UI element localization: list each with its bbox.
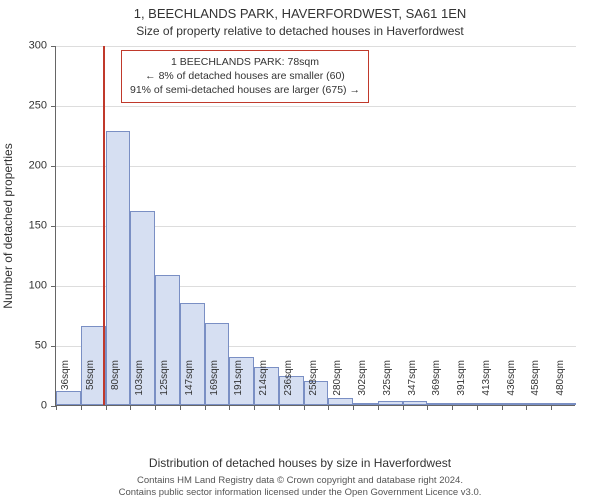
x-tick-label: 302sqm — [357, 360, 368, 410]
y-tick-label: 300 — [7, 41, 47, 52]
x-tick-label: 80sqm — [110, 360, 121, 410]
x-tick-label: 236sqm — [283, 360, 294, 410]
plot-area: 05010015020025030036sqm58sqm80sqm103sqm1… — [55, 46, 575, 406]
x-tick-mark — [452, 405, 453, 410]
x-tick-label: 125sqm — [159, 360, 170, 410]
grid-line — [56, 106, 576, 107]
x-tick-label: 214sqm — [258, 360, 269, 410]
footer-line-1: Contains HM Land Registry data © Crown c… — [0, 475, 600, 486]
x-tick-label: 191sqm — [233, 360, 244, 410]
x-tick-label: 391sqm — [456, 360, 467, 410]
y-tick-label: 0 — [7, 401, 47, 412]
x-tick-mark — [229, 405, 230, 410]
x-tick-mark — [353, 405, 354, 410]
y-tick-mark — [51, 226, 56, 227]
x-tick-mark — [205, 405, 206, 410]
x-tick-mark — [106, 405, 107, 410]
x-tick-label: 436sqm — [506, 360, 517, 410]
x-tick-mark — [180, 405, 181, 410]
y-tick-mark — [51, 346, 56, 347]
y-tick-mark — [51, 106, 56, 107]
x-tick-label: 458sqm — [530, 360, 541, 410]
y-tick-label: 50 — [7, 341, 47, 352]
x-tick-label: 103sqm — [134, 360, 145, 410]
y-tick-label: 200 — [7, 161, 47, 172]
x-tick-label: 480sqm — [555, 360, 566, 410]
y-tick-mark — [51, 286, 56, 287]
x-tick-mark — [81, 405, 82, 410]
y-tick-label: 100 — [7, 281, 47, 292]
x-tick-mark — [130, 405, 131, 410]
x-tick-label: 147sqm — [184, 360, 195, 410]
y-tick-label: 150 — [7, 221, 47, 232]
y-tick-label: 250 — [7, 101, 47, 112]
grid-line — [56, 46, 576, 47]
info-line-1: 1 BEECHLANDS PARK: 78sqm — [130, 55, 360, 69]
marker-line — [103, 46, 105, 405]
x-axis-label: Distribution of detached houses by size … — [0, 456, 600, 470]
info-line-3: 91% of semi-detached houses are larger (… — [130, 83, 360, 97]
x-tick-label: 347sqm — [407, 360, 418, 410]
y-tick-mark — [51, 166, 56, 167]
x-tick-mark — [427, 405, 428, 410]
x-tick-mark — [378, 405, 379, 410]
x-tick-mark — [254, 405, 255, 410]
x-tick-label: 280sqm — [332, 360, 343, 410]
info-line-2: ← 8% of detached houses are smaller (60) — [130, 69, 360, 83]
y-tick-mark — [51, 46, 56, 47]
x-tick-mark — [56, 405, 57, 410]
x-tick-label: 258sqm — [308, 360, 319, 410]
x-tick-mark — [155, 405, 156, 410]
footer-line-2: Contains public sector information licen… — [0, 487, 600, 498]
x-tick-label: 325sqm — [382, 360, 393, 410]
x-tick-label: 413sqm — [481, 360, 492, 410]
x-tick-label: 369sqm — [431, 360, 442, 410]
x-tick-mark — [526, 405, 527, 410]
x-tick-mark — [551, 405, 552, 410]
grid-line — [56, 166, 576, 167]
x-tick-label: 169sqm — [209, 360, 220, 410]
marker-info-box: 1 BEECHLANDS PARK: 78sqm ← 8% of detache… — [121, 50, 369, 103]
x-tick-mark — [502, 405, 503, 410]
footer: Contains HM Land Registry data © Crown c… — [0, 475, 600, 498]
x-tick-mark — [328, 405, 329, 410]
chart-title-sub: Size of property relative to detached ho… — [0, 24, 600, 38]
chart-title-main: 1, BEECHLANDS PARK, HAVERFORDWEST, SA61 … — [0, 6, 600, 21]
x-tick-mark — [403, 405, 404, 410]
chart-container: 1, BEECHLANDS PARK, HAVERFORDWEST, SA61 … — [0, 0, 600, 500]
x-tick-mark — [279, 405, 280, 410]
x-tick-label: 58sqm — [85, 360, 96, 410]
x-tick-mark — [304, 405, 305, 410]
x-tick-label: 36sqm — [60, 360, 71, 410]
x-tick-mark — [477, 405, 478, 410]
